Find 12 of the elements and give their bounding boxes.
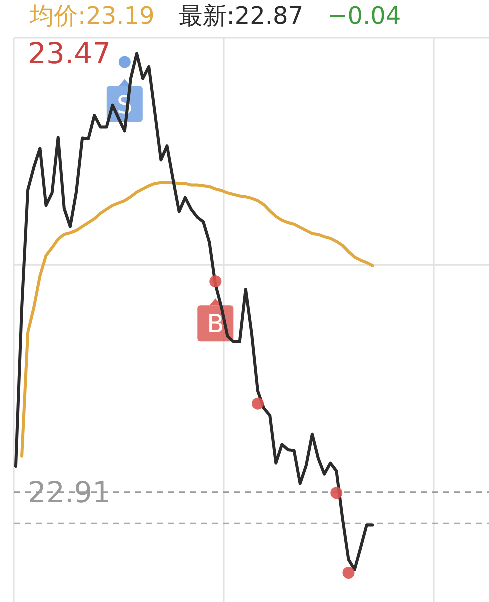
point bbox=[118, 56, 131, 68]
y-tick-label: 22.91 bbox=[28, 475, 112, 510]
annotation: B bbox=[207, 310, 224, 339]
point bbox=[210, 276, 222, 288]
text: 均价:23.19 bbox=[29, 2, 155, 30]
series-label: 最新:22.87 bbox=[178, 2, 304, 30]
line-series bbox=[20, 181, 374, 458]
point bbox=[252, 398, 264, 410]
y-tick-label: 23.47 bbox=[28, 36, 112, 71]
point bbox=[342, 567, 355, 580]
text: −0.04 bbox=[328, 2, 402, 30]
point bbox=[330, 487, 343, 500]
